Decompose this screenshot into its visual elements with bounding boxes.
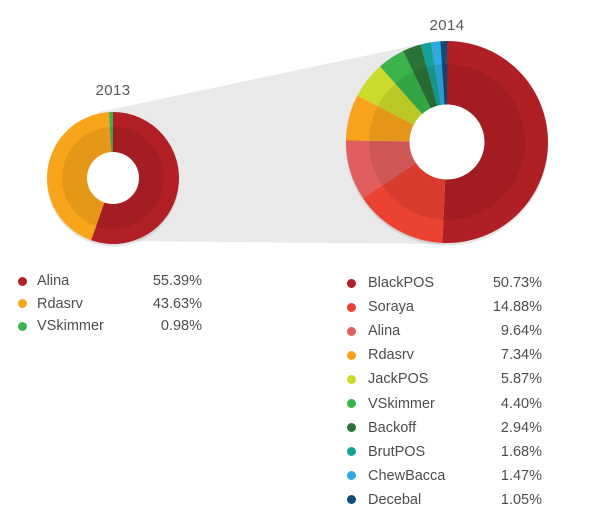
legend-label: BrutPOS bbox=[368, 443, 426, 460]
legend-color-dot-blackpos bbox=[347, 278, 356, 288]
legend-color-dot-brutpos bbox=[347, 447, 356, 457]
legend-2014: BlackPOS 50.73% Soraya 14.88% Alina 9.64% Rdas… bbox=[347, 271, 542, 512]
legend-percentage: 55.39% bbox=[152, 273, 202, 290]
legend-percentage: 14.88% bbox=[492, 299, 542, 316]
legend-label: ChewBacca bbox=[368, 467, 446, 484]
legend-item-chewbacca: ChewBacca 1.47% bbox=[347, 464, 542, 488]
legend-color-dot-backoff bbox=[347, 423, 356, 433]
legend-label: Rdasrv bbox=[368, 347, 414, 364]
legend-percentage: 50.73% bbox=[492, 275, 542, 292]
legend-color-dot-soraya bbox=[347, 302, 356, 312]
legend-label: Soraya bbox=[368, 299, 414, 316]
legend-percentage: 9.64% bbox=[500, 323, 542, 340]
legend-color-dot-vskimmer bbox=[347, 399, 356, 409]
legend-percentage: 1.05% bbox=[500, 491, 542, 508]
legend-item-vskimmer: VSkimmer 0.98% bbox=[18, 315, 202, 338]
legend-item-alina: Alina 9.64% bbox=[347, 319, 542, 343]
legend-item-rdasrv: Rdasrv 43.63% bbox=[18, 293, 202, 316]
legend-label: VSkimmer bbox=[37, 318, 104, 335]
legend-item-blackpos: BlackPOS 50.73% bbox=[347, 271, 542, 295]
legend-label: Backoff bbox=[368, 419, 417, 436]
legend-label: BlackPOS bbox=[368, 275, 435, 292]
legend-item-alina: Alina 55.39% bbox=[18, 270, 202, 293]
donut-2013-slice-rdasrv bbox=[47, 112, 113, 241]
legend-color-dot-rdasrv bbox=[18, 299, 27, 309]
legend-2013: Alina 55.39% Rdasrv 43.63% VSkimmer 0.98% bbox=[18, 270, 202, 338]
legend-color-dot-vskimmer bbox=[18, 321, 27, 331]
donut-2014-slice-blackpos bbox=[442, 41, 548, 243]
legend-percentage: 43.63% bbox=[152, 295, 202, 312]
legend-color-dot-alina bbox=[18, 276, 27, 286]
legend-item-jackpos: JackPOS 5.87% bbox=[347, 367, 542, 391]
legend-item-vskimmer: VSkimmer 4.40% bbox=[347, 391, 542, 415]
legend-percentage: 5.87% bbox=[500, 371, 542, 388]
donut-hole bbox=[87, 152, 139, 204]
legend-color-dot-jackpos bbox=[347, 374, 356, 384]
legend-percentage: 1.47% bbox=[500, 467, 542, 484]
chart-title-2013: 2013 bbox=[95, 82, 131, 99]
legend-percentage: 1.68% bbox=[500, 443, 542, 460]
legend-label: Decebal bbox=[368, 491, 422, 508]
legend-item-backoff: Backoff 2.94% bbox=[347, 416, 542, 440]
legend-label: Alina bbox=[368, 323, 401, 340]
legend-percentage: 7.34% bbox=[500, 347, 542, 364]
legend-label: Alina bbox=[37, 273, 70, 290]
donut-2014 bbox=[345, 41, 549, 246]
legend-label: VSkimmer bbox=[368, 395, 435, 412]
legend-color-dot-alina bbox=[347, 326, 356, 336]
legend-item-decebal: Decebal 1.05% bbox=[347, 488, 542, 512]
legend-color-dot-decebal bbox=[347, 495, 356, 505]
donut-hole bbox=[409, 104, 485, 180]
legend-percentage: 2.94% bbox=[500, 419, 542, 436]
legend-percentage: 0.98% bbox=[160, 318, 202, 335]
legend-color-dot-chewbacca bbox=[347, 471, 356, 481]
legend-label: JackPOS bbox=[368, 371, 429, 388]
chart-title-2014: 2014 bbox=[429, 17, 465, 34]
legend-item-rdasrv: Rdasrv 7.34% bbox=[347, 343, 542, 367]
legend-item-brutpos: BrutPOS 1.68% bbox=[347, 440, 542, 464]
legend-color-dot-rdasrv bbox=[347, 350, 356, 360]
donut-2013 bbox=[46, 112, 180, 247]
legend-label: Rdasrv bbox=[37, 295, 83, 312]
legend-percentage: 4.40% bbox=[500, 395, 542, 412]
legend-item-soraya: Soraya 14.88% bbox=[347, 295, 542, 319]
